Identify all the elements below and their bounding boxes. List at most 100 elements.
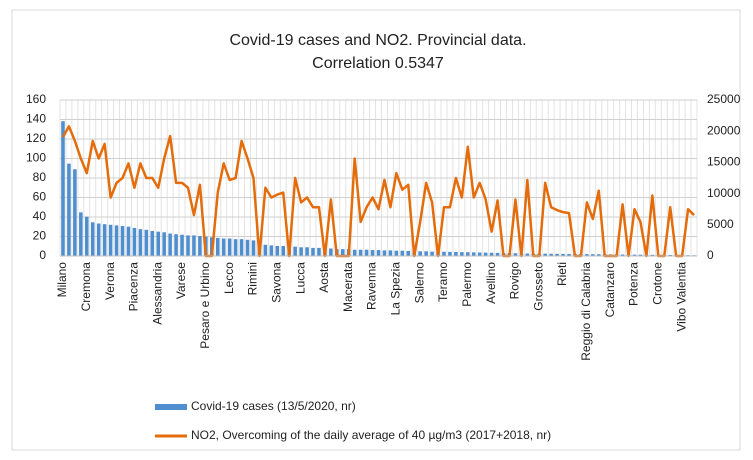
bar <box>543 253 547 256</box>
bar <box>471 252 476 256</box>
bar <box>525 253 530 256</box>
y-tick-label: 100 <box>26 151 46 165</box>
bar <box>227 238 232 256</box>
y-tick-label: 80 <box>33 170 47 184</box>
bar <box>442 251 446 256</box>
bar <box>317 247 321 256</box>
bar <box>120 226 125 256</box>
x-tick-label: Catanzaro <box>603 262 617 318</box>
y-tick-label: 20 <box>33 229 47 243</box>
bar <box>263 244 268 256</box>
x-tick-label: Crotone <box>650 262 664 305</box>
bar <box>513 253 518 256</box>
bar <box>620 254 625 256</box>
bar <box>299 247 303 256</box>
y2-tick-label: 20000 <box>707 123 741 137</box>
x-tick-label: Lecco <box>222 262 236 294</box>
bar <box>311 247 315 256</box>
bar <box>483 252 488 256</box>
bar <box>561 253 565 256</box>
bar <box>305 247 309 256</box>
bar <box>245 239 250 256</box>
y-tick-label: 120 <box>26 131 46 145</box>
bar <box>466 252 470 256</box>
bar <box>114 225 119 256</box>
x-tick-label: Rovigo <box>508 262 522 300</box>
x-tick-label: Potenza <box>627 262 641 306</box>
legend-swatch <box>155 404 187 410</box>
bar <box>102 224 107 256</box>
bar <box>233 239 238 256</box>
bar <box>61 121 65 256</box>
bar <box>162 232 166 256</box>
bar <box>192 235 196 256</box>
bar <box>281 246 286 256</box>
bar <box>549 253 553 256</box>
bar <box>221 238 226 256</box>
y-tick-label: 40 <box>33 209 47 223</box>
bar <box>638 254 643 256</box>
bar <box>275 246 280 256</box>
bar <box>156 231 161 256</box>
bar <box>382 250 387 256</box>
bar <box>370 250 375 256</box>
bar <box>73 169 77 256</box>
bar <box>90 222 95 256</box>
y-tick-label: 0 <box>39 248 46 262</box>
bar <box>495 252 500 256</box>
bar <box>585 254 589 256</box>
x-tick-label: La Spezia <box>389 262 403 316</box>
bar <box>144 229 149 256</box>
bar <box>132 227 137 256</box>
x-tick-label: Grosseto <box>531 262 545 311</box>
chart-title: Covid-19 cases and NO2. Provincial data. <box>229 32 526 49</box>
bar <box>168 233 172 256</box>
x-tick-label: Savona <box>269 262 283 303</box>
bar <box>180 234 184 256</box>
y2-tick-label: 10000 <box>707 186 741 200</box>
bar <box>567 253 571 256</box>
x-tick-label: Varese <box>174 262 188 299</box>
chart-subtitle: Correlation 0.5347 <box>312 55 444 72</box>
x-tick-label: Macerata <box>341 262 355 312</box>
bar <box>430 251 434 256</box>
bar <box>198 236 202 256</box>
y-tick-label: 160 <box>26 92 46 106</box>
bar <box>186 235 190 256</box>
bar <box>340 249 345 256</box>
y2-tick-label: 0 <box>707 248 714 262</box>
line <box>61 125 695 258</box>
bar <box>454 252 458 256</box>
bar <box>376 250 381 256</box>
x-tick-label: Avellino <box>484 262 498 304</box>
x-tick-label: Palermo <box>460 262 474 307</box>
x-tick-label: Pesaro e Urbino <box>198 262 212 349</box>
x-tick-label: Milano <box>55 262 69 298</box>
bar <box>388 250 393 256</box>
x-tick-label: Alessandria <box>150 262 164 325</box>
bar <box>96 223 101 256</box>
bar <box>352 249 357 256</box>
bar <box>269 245 274 256</box>
bar <box>79 212 83 256</box>
bar <box>448 251 452 256</box>
bar <box>477 252 482 256</box>
bar <box>329 248 333 256</box>
x-tick-label: Cremona <box>79 262 93 312</box>
x-tick-label: Reggio di Calabria <box>579 262 593 361</box>
y2-tick-label: 25000 <box>707 92 741 106</box>
bar <box>126 226 131 256</box>
x-tick-label: Teramo <box>436 262 450 302</box>
bar <box>138 229 143 256</box>
y2-tick-label: 5000 <box>707 217 734 231</box>
y2-tick-label: 15000 <box>707 155 741 169</box>
bar <box>591 254 595 256</box>
bar <box>650 254 655 256</box>
x-tick-label: Aosta <box>317 262 331 293</box>
bar <box>85 216 89 256</box>
bar <box>596 254 601 256</box>
y-tick-label: 140 <box>26 112 46 126</box>
bar <box>632 254 637 256</box>
bar <box>108 224 113 256</box>
